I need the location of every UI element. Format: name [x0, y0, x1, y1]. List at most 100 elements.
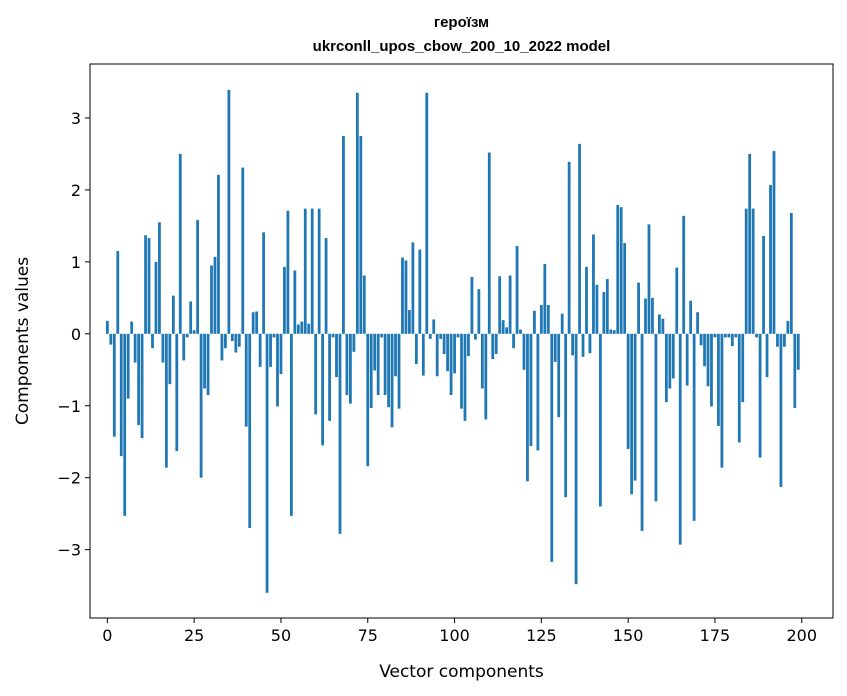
- bar: [619, 207, 623, 334]
- bar: [380, 333, 384, 338]
- bar: [678, 333, 682, 545]
- bar: [574, 333, 578, 585]
- bar: [213, 256, 217, 334]
- bar: [251, 312, 255, 334]
- bar: [265, 333, 269, 593]
- bar: [776, 333, 779, 347]
- bar: [269, 333, 272, 367]
- bar: [501, 320, 505, 334]
- bar: [182, 333, 186, 361]
- bar: [796, 333, 800, 370]
- bar: [126, 333, 130, 399]
- bar: [335, 333, 338, 377]
- bar: [526, 333, 529, 482]
- bar: [637, 282, 640, 334]
- bar: [730, 333, 734, 347]
- x-tick-label: 100: [439, 626, 470, 645]
- bar: [658, 314, 661, 334]
- bar: [626, 333, 630, 449]
- bar: [137, 333, 140, 426]
- bar: [119, 333, 123, 457]
- bar: [414, 333, 418, 365]
- bar: [342, 135, 345, 334]
- bar: [366, 333, 370, 467]
- bar: [116, 251, 120, 334]
- bar: [217, 174, 220, 334]
- bar: [203, 333, 206, 389]
- bar: [616, 205, 620, 334]
- bar: [581, 333, 585, 357]
- bar: [397, 333, 401, 409]
- bar: [175, 333, 179, 452]
- bar: [789, 212, 793, 334]
- bar: [303, 208, 307, 334]
- bar: [734, 333, 738, 338]
- bar: [435, 333, 439, 377]
- bar: [696, 312, 699, 334]
- bar: [699, 333, 703, 346]
- bar: [640, 333, 644, 531]
- bar: [255, 311, 259, 334]
- bar: [675, 267, 679, 334]
- x-axis-label: Vector components: [379, 662, 544, 682]
- bar: [130, 321, 134, 334]
- bar: [307, 323, 311, 334]
- bar: [192, 330, 196, 334]
- bar: [189, 301, 193, 334]
- bar: [164, 333, 168, 468]
- y-tick-label: −2: [57, 469, 81, 488]
- bar: [602, 292, 606, 334]
- bar: [533, 310, 536, 334]
- bar: [529, 333, 533, 447]
- bar: [480, 333, 484, 389]
- bar: [633, 333, 637, 481]
- bar: [484, 333, 488, 420]
- bar: [595, 284, 599, 334]
- bar: [723, 333, 727, 338]
- bar: [428, 333, 432, 339]
- bar: [769, 184, 772, 334]
- bar: [491, 333, 495, 359]
- bar: [720, 333, 724, 468]
- bar: [401, 257, 404, 334]
- bar: [664, 333, 668, 403]
- bar: [355, 92, 359, 334]
- bar: [112, 333, 116, 437]
- bar: [515, 246, 519, 334]
- bar: [178, 153, 182, 334]
- bar: [713, 333, 717, 338]
- chart-subtitle: ukrconll_upos_cbow_200_10_2022 model: [313, 38, 611, 55]
- bar: [196, 220, 200, 334]
- bar: [498, 276, 502, 334]
- bar: [741, 333, 745, 403]
- bar: [727, 333, 731, 338]
- bar: [706, 333, 710, 387]
- bar: [296, 324, 300, 334]
- bar: [456, 333, 460, 338]
- bar: [314, 333, 318, 415]
- bar: [550, 333, 554, 562]
- bar: [765, 333, 769, 377]
- bar: [553, 333, 557, 362]
- bar: [651, 297, 654, 334]
- bar: [654, 333, 658, 502]
- bar: [151, 333, 154, 349]
- bar: [109, 333, 113, 345]
- bar: [293, 270, 297, 334]
- bar: [230, 333, 234, 341]
- y-axis-label: Components values: [13, 257, 33, 425]
- bar: [682, 215, 686, 334]
- bar: [206, 333, 210, 395]
- bar: [779, 333, 783, 488]
- bar: [783, 333, 786, 347]
- bar: [140, 333, 144, 439]
- bar: [671, 333, 675, 379]
- bar: [262, 232, 265, 334]
- bar: [276, 333, 279, 407]
- bar: [390, 333, 394, 428]
- bar: [349, 333, 352, 404]
- bar: [168, 333, 172, 385]
- bar: [425, 92, 429, 334]
- bar: [199, 333, 203, 478]
- bar: [762, 235, 765, 334]
